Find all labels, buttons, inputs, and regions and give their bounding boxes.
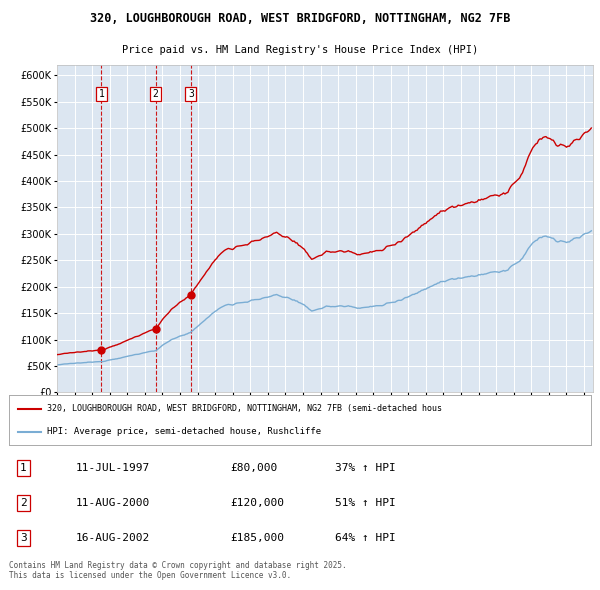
- Text: 11-AUG-2000: 11-AUG-2000: [76, 498, 150, 508]
- Text: 16-AUG-2002: 16-AUG-2002: [76, 533, 150, 543]
- Text: 320, LOUGHBOROUGH ROAD, WEST BRIDGFORD, NOTTINGHAM, NG2 7FB: 320, LOUGHBOROUGH ROAD, WEST BRIDGFORD, …: [90, 12, 510, 25]
- Text: 11-JUL-1997: 11-JUL-1997: [76, 463, 150, 473]
- Text: 64% ↑ HPI: 64% ↑ HPI: [335, 533, 395, 543]
- Text: £120,000: £120,000: [230, 498, 284, 508]
- Text: 51% ↑ HPI: 51% ↑ HPI: [335, 498, 395, 508]
- Text: 2: 2: [20, 498, 27, 508]
- Text: £80,000: £80,000: [230, 463, 277, 473]
- Text: 320, LOUGHBOROUGH ROAD, WEST BRIDGFORD, NOTTINGHAM, NG2 7FB (semi-detached hous: 320, LOUGHBOROUGH ROAD, WEST BRIDGFORD, …: [47, 404, 442, 414]
- Text: 1: 1: [98, 89, 104, 99]
- Text: 3: 3: [188, 89, 194, 99]
- Text: 2: 2: [152, 89, 158, 99]
- Text: 37% ↑ HPI: 37% ↑ HPI: [335, 463, 395, 473]
- Text: £185,000: £185,000: [230, 533, 284, 543]
- Text: HPI: Average price, semi-detached house, Rushcliffe: HPI: Average price, semi-detached house,…: [47, 427, 321, 437]
- Text: 3: 3: [20, 533, 27, 543]
- Text: Contains HM Land Registry data © Crown copyright and database right 2025.
This d: Contains HM Land Registry data © Crown c…: [9, 561, 347, 580]
- Text: Price paid vs. HM Land Registry's House Price Index (HPI): Price paid vs. HM Land Registry's House …: [122, 45, 478, 55]
- Text: 1: 1: [20, 463, 27, 473]
